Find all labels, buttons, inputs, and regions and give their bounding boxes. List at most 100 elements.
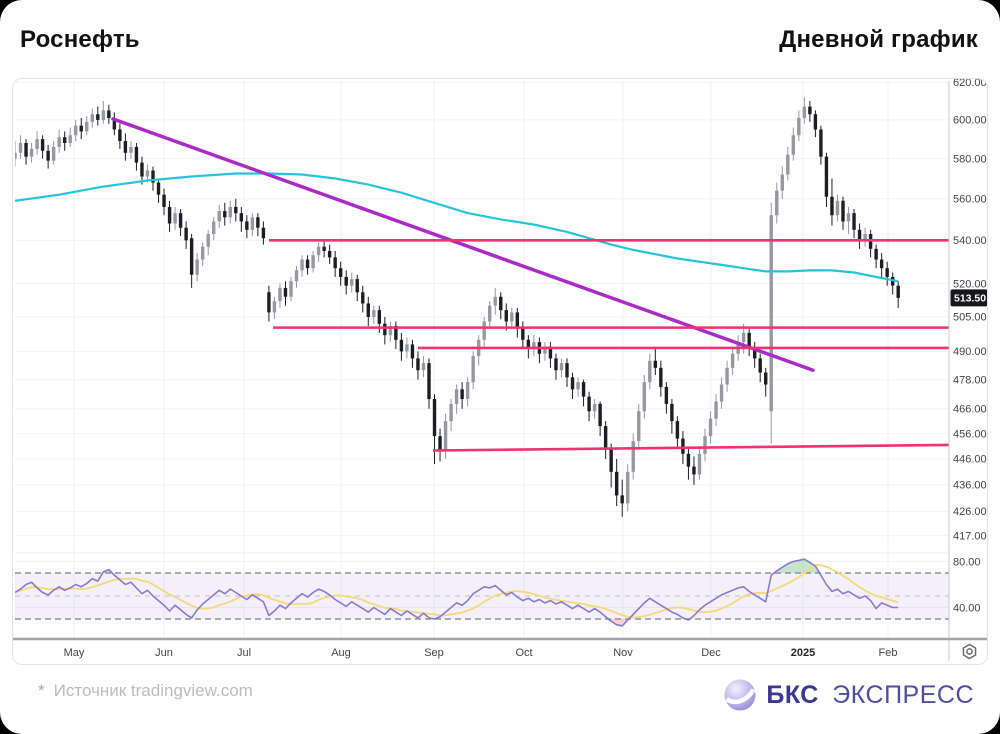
candle bbox=[79, 125, 83, 132]
candle bbox=[74, 125, 78, 136]
candle bbox=[725, 367, 729, 385]
support-resistance-line[interactable] bbox=[432, 443, 950, 452]
candle bbox=[708, 418, 713, 437]
price-tick-label: 580.00 bbox=[953, 153, 987, 165]
source-note: * Источник tradingview.com bbox=[38, 681, 253, 701]
candle bbox=[228, 206, 232, 218]
time-tick-label: Jun bbox=[155, 647, 173, 659]
time-tick-label: Oct bbox=[515, 647, 532, 659]
candle bbox=[427, 363, 431, 400]
candle bbox=[410, 344, 415, 359]
candle bbox=[305, 259, 310, 269]
candle bbox=[697, 453, 702, 475]
price-axis[interactable]: 620.00 600.00 580.00 560.00 540.00 520.00 505.… bbox=[953, 79, 987, 614]
candle bbox=[504, 310, 508, 322]
rsi-tick-label: 80.00 bbox=[953, 556, 981, 568]
candle bbox=[493, 296, 497, 306]
candle bbox=[499, 296, 503, 311]
candle bbox=[675, 421, 680, 439]
candle bbox=[846, 213, 851, 222]
candle bbox=[162, 194, 166, 207]
candle bbox=[879, 259, 884, 269]
candle bbox=[322, 246, 326, 251]
price-tick-label: 478.00 bbox=[953, 375, 987, 387]
candle bbox=[824, 156, 829, 197]
candle bbox=[272, 301, 277, 313]
candle bbox=[896, 285, 900, 298]
candle bbox=[178, 213, 183, 228]
candle bbox=[570, 377, 575, 390]
candle bbox=[620, 495, 624, 504]
candle bbox=[808, 106, 812, 115]
price-tick-label: 456.00 bbox=[953, 428, 987, 440]
page-title: Роснефть bbox=[20, 26, 140, 53]
candle bbox=[653, 360, 658, 368]
price-tick-label: 600.00 bbox=[953, 115, 987, 127]
candle bbox=[344, 276, 348, 286]
candle bbox=[686, 453, 691, 467]
candle bbox=[234, 206, 238, 214]
candle bbox=[841, 200, 845, 222]
candle bbox=[852, 213, 856, 230]
candle bbox=[68, 135, 72, 144]
candle bbox=[581, 382, 586, 397]
candle bbox=[471, 356, 475, 383]
candle bbox=[129, 146, 133, 153]
candle bbox=[18, 143, 23, 153]
candle bbox=[543, 346, 547, 354]
candle bbox=[863, 234, 867, 241]
candle bbox=[714, 401, 718, 419]
candle bbox=[300, 259, 304, 271]
candle bbox=[90, 114, 94, 122]
candle bbox=[565, 363, 569, 378]
price-tick-label: 426.00 bbox=[953, 506, 987, 518]
candle bbox=[454, 389, 459, 404]
candle bbox=[548, 346, 553, 359]
candle bbox=[261, 227, 266, 239]
candle bbox=[791, 135, 796, 155]
candle bbox=[670, 403, 674, 422]
candle bbox=[361, 292, 365, 304]
candle bbox=[184, 227, 188, 241]
candle bbox=[421, 363, 426, 371]
candle bbox=[609, 448, 613, 472]
price-tick-label: 436.00 bbox=[953, 480, 987, 492]
rsi-oversold-fill bbox=[434, 619, 690, 626]
candle bbox=[377, 310, 382, 324]
rsi-tick-label: 40.00 bbox=[953, 602, 981, 614]
candle bbox=[449, 403, 453, 422]
candle bbox=[664, 386, 669, 404]
candle bbox=[51, 146, 56, 161]
candle bbox=[521, 328, 525, 340]
candles-layer bbox=[15, 97, 900, 517]
logo-light-part: ЭКСПРЕСС bbox=[832, 680, 974, 709]
candle bbox=[15, 152, 17, 159]
bks-express-logo[interactable]: БКС ЭКСПРЕСС bbox=[723, 678, 974, 712]
grid-layer bbox=[15, 81, 949, 639]
candle bbox=[659, 367, 663, 387]
candle bbox=[173, 213, 177, 224]
timeframe-label: Дневной график bbox=[779, 26, 978, 53]
candle bbox=[35, 139, 39, 149]
candle bbox=[217, 211, 221, 222]
price-tick-label: 417.00 bbox=[953, 531, 987, 543]
candle bbox=[775, 190, 779, 216]
time-tick-label: Feb bbox=[879, 647, 898, 659]
chart-area[interactable]: 513.50 620.00 600.00 580.00 560.00 540.00 520.… bbox=[12, 78, 988, 665]
candle bbox=[200, 246, 205, 260]
time-axis[interactable]: May Jun Jul Aug Sep Oct Nov Dec 2025 Feb bbox=[64, 647, 898, 659]
settings-gear-button[interactable] bbox=[962, 643, 977, 660]
price-tick-label: 560.00 bbox=[953, 194, 987, 206]
price-chart[interactable]: 513.50 620.00 600.00 580.00 560.00 540.00 520.… bbox=[13, 79, 987, 664]
trendline[interactable] bbox=[111, 117, 815, 372]
candle bbox=[692, 466, 696, 475]
candle bbox=[719, 384, 724, 402]
candle bbox=[592, 403, 597, 412]
candle bbox=[394, 326, 398, 340]
candle bbox=[267, 292, 271, 313]
price-tick-label: 490.00 bbox=[953, 346, 987, 358]
candle bbox=[598, 403, 602, 427]
candle bbox=[62, 137, 67, 144]
candle bbox=[637, 411, 641, 442]
candle bbox=[327, 250, 332, 258]
